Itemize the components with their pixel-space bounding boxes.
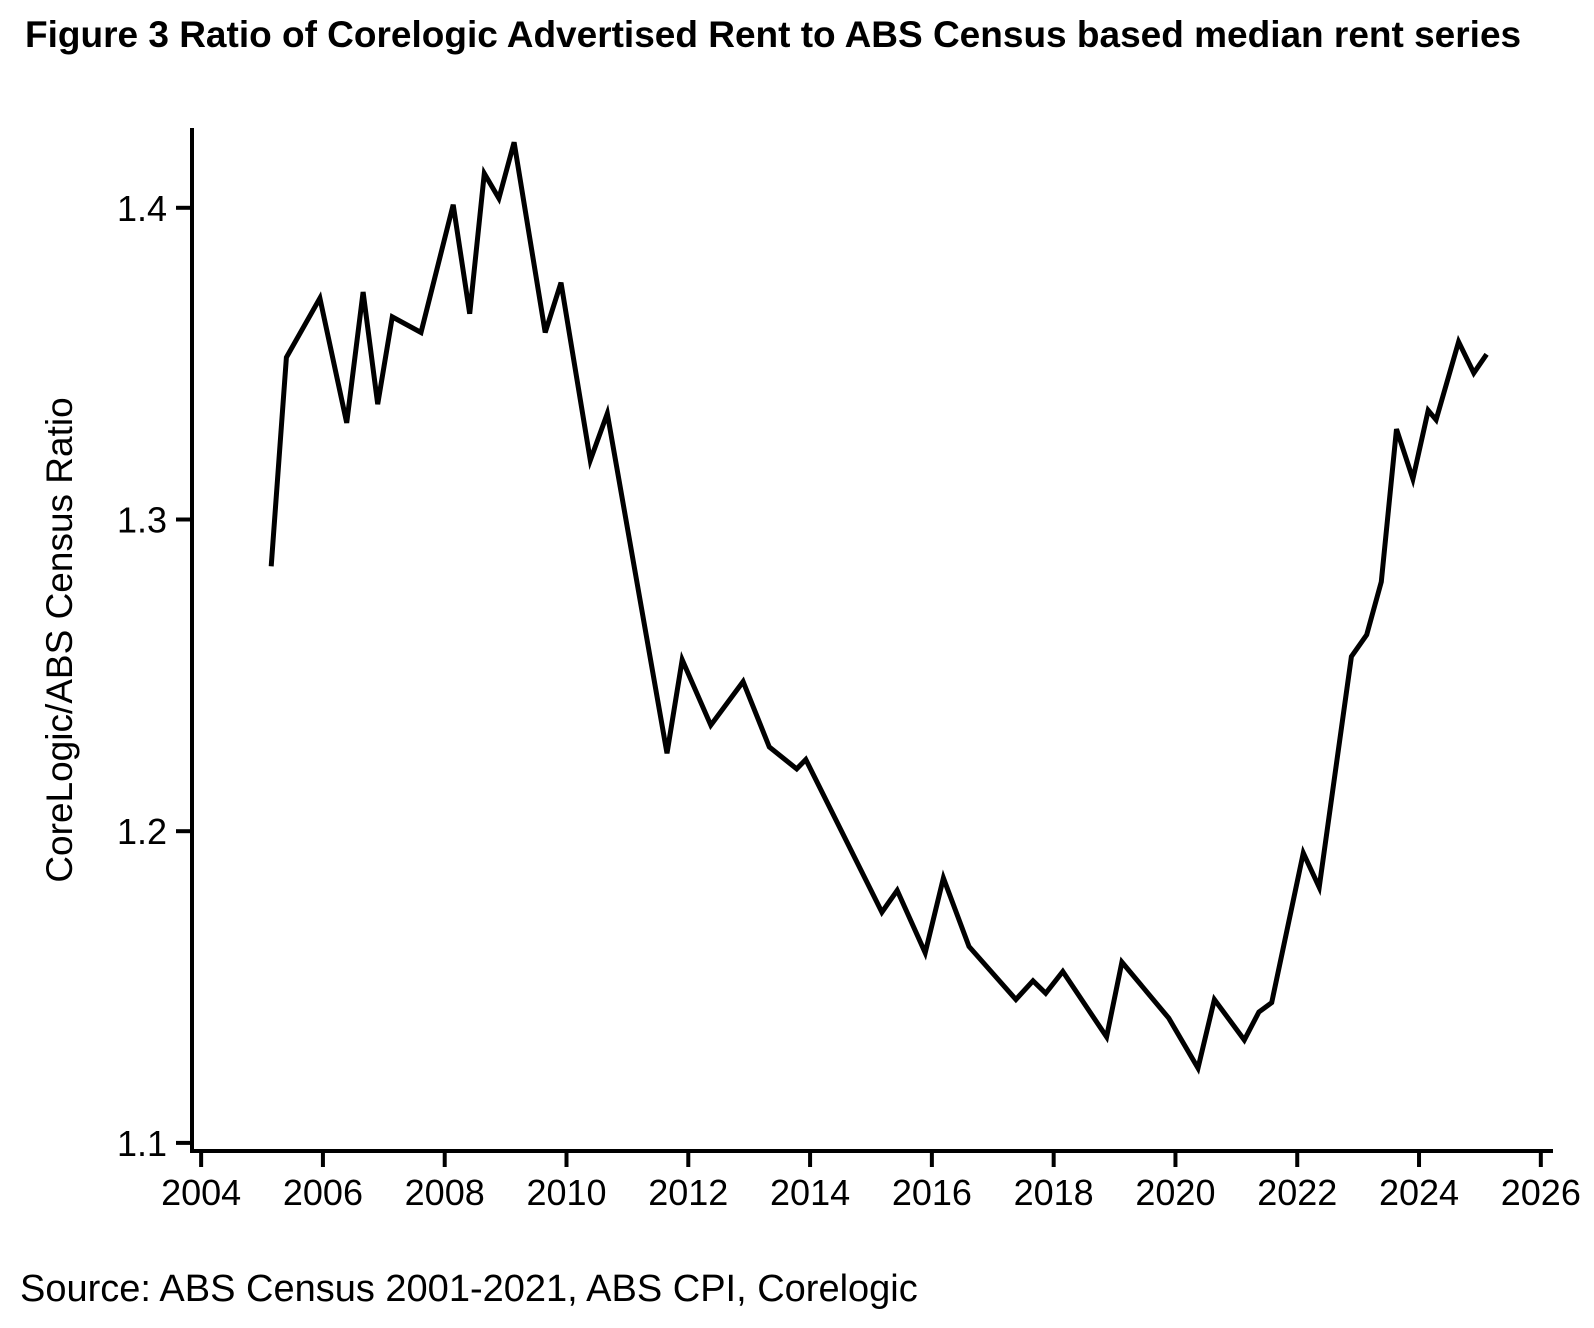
y-tick-label: 1.1 (117, 1123, 167, 1164)
x-axis-tick-labels: 2004 2006 2008 2010 2012 2014 2016 2018 2020 2022… (161, 1172, 1581, 1213)
y-tick-label: 1.2 (117, 811, 167, 852)
x-tick-label: 2008 (405, 1172, 485, 1213)
x-tick-label: 2004 (161, 1172, 241, 1213)
x-tick-label: 2016 (892, 1172, 972, 1213)
x-tick-label: 2012 (648, 1172, 728, 1213)
y-tick-label: 1.4 (117, 188, 167, 229)
source-note: Source: ABS Census 2001-2021, ABS CPI, C… (20, 1268, 918, 1310)
x-tick-label: 2022 (1257, 1172, 1337, 1213)
y-axis-title: CoreLogic/ABS Census Ratio (39, 397, 80, 882)
x-tick-label: 2010 (526, 1172, 606, 1213)
x-tick-label: 2018 (1014, 1172, 1094, 1213)
ratio-line-series (268, 141, 1489, 1075)
x-tick-label: 2024 (1379, 1172, 1459, 1213)
y-axis-ticks (176, 205, 192, 1145)
y-axis-tick-labels: 1.1 1.2 1.3 1.4 (117, 188, 167, 1164)
x-tick-label: 2014 (770, 1172, 850, 1213)
chart-title: Figure 3 Ratio of Corelogic Advertised R… (25, 14, 1521, 55)
x-tick-label: 2026 (1501, 1172, 1581, 1213)
y-tick-label: 1.3 (117, 499, 167, 540)
x-tick-label: 2006 (283, 1172, 363, 1213)
x-tick-label: 2020 (1135, 1172, 1215, 1213)
x-axis-ticks (199, 1151, 1543, 1167)
